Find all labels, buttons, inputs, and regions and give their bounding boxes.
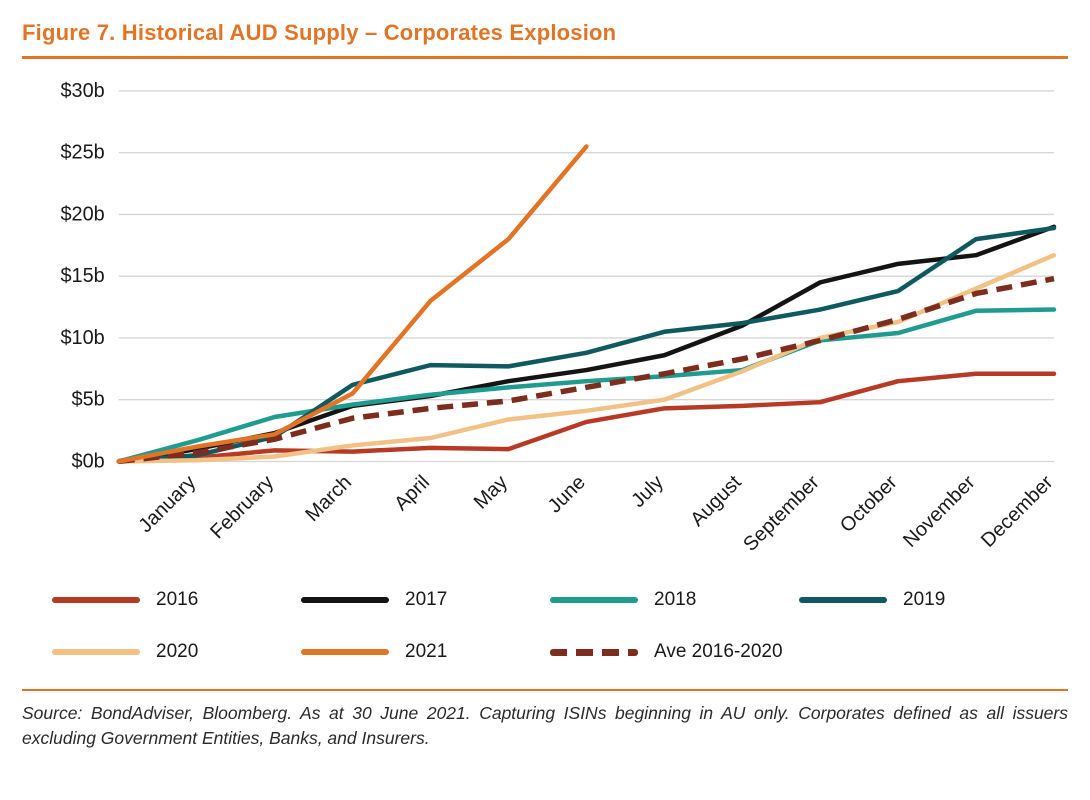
y-axis-tick-label: $15b: [60, 265, 104, 287]
y-axis-tick-label: $25b: [60, 142, 104, 164]
title-divider: [22, 56, 1068, 59]
series-line-ave-2016-2020: [118, 275, 1055, 465]
series-line-2016: [116, 371, 1057, 464]
legend-item-2020: 2020: [52, 641, 291, 663]
legend-label: 2019: [903, 589, 946, 610]
series-line-2021: [116, 144, 589, 464]
legend-item-2019: 2019: [799, 589, 1038, 611]
x-axis-tick-label: November: [899, 471, 980, 552]
legend-swatch: [301, 597, 389, 603]
x-axis-tick-label: October: [836, 471, 902, 537]
x-axis-tick-label: April: [390, 471, 434, 515]
legend-swatch: [550, 648, 638, 656]
x-axis-tick-label: September: [739, 471, 824, 556]
y-axis-tick-label: $10b: [60, 327, 104, 349]
series-line-2018: [116, 307, 1057, 464]
legend-swatch: [301, 649, 389, 655]
legend-swatch: [52, 597, 140, 603]
series-line-2020: [116, 252, 1057, 464]
legend-label: 2017: [405, 589, 448, 610]
figure-title: Figure 7. Historical AUD Supply – Corpor…: [22, 20, 617, 45]
x-axis-tick-label: March: [301, 471, 356, 526]
source-divider: [22, 689, 1068, 691]
y-axis-tick-label: $30b: [60, 80, 104, 102]
x-axis-tick-label: July: [627, 471, 668, 512]
x-axis-tick-label: August: [686, 471, 746, 531]
legend-swatch: [550, 597, 638, 603]
x-axis-tick-label: May: [470, 471, 512, 513]
legend-swatch: [52, 649, 140, 655]
x-axis-tick-label: December: [977, 471, 1058, 552]
x-axis-tick-label: February: [206, 471, 278, 543]
legend-item-2016: 2016: [52, 589, 291, 611]
y-axis-tick-label: $20b: [60, 203, 104, 225]
legend-item-2021: 2021: [301, 641, 540, 663]
legend-swatch: [799, 597, 887, 603]
series-line-2017: [116, 224, 1057, 464]
chart-container: $0b $5b $10b $15b $20b $25b $30b January Februar…: [22, 75, 1068, 583]
legend-label: 2018: [654, 589, 697, 610]
legend-item-2018: 2018: [550, 589, 789, 611]
x-axis-tick-label: June: [544, 471, 590, 517]
x-axis-tick-label: January: [135, 471, 201, 537]
legend-item-ave-2016-2020: Ave 2016-2020: [550, 641, 789, 663]
legend-label: Ave 2016-2020: [654, 641, 783, 662]
y-axis-tick-label: $0b: [72, 450, 105, 472]
legend-label: 2021: [405, 641, 448, 662]
legend-label: 2020: [156, 641, 199, 662]
chart-legend: 2016 2017 2018 2019 2020 2021 Ave 2016-2020: [22, 585, 1068, 663]
y-axis-tick-label: $5b: [72, 389, 105, 411]
aud-supply-line-chart: $0b $5b $10b $15b $20b $25b $30b January Februar…: [60, 80, 1058, 556]
source-note: Source: BondAdviser, Bloomberg. As at 30…: [22, 703, 1068, 749]
legend-item-2017: 2017: [301, 589, 540, 611]
legend-label: 2016: [156, 589, 199, 610]
